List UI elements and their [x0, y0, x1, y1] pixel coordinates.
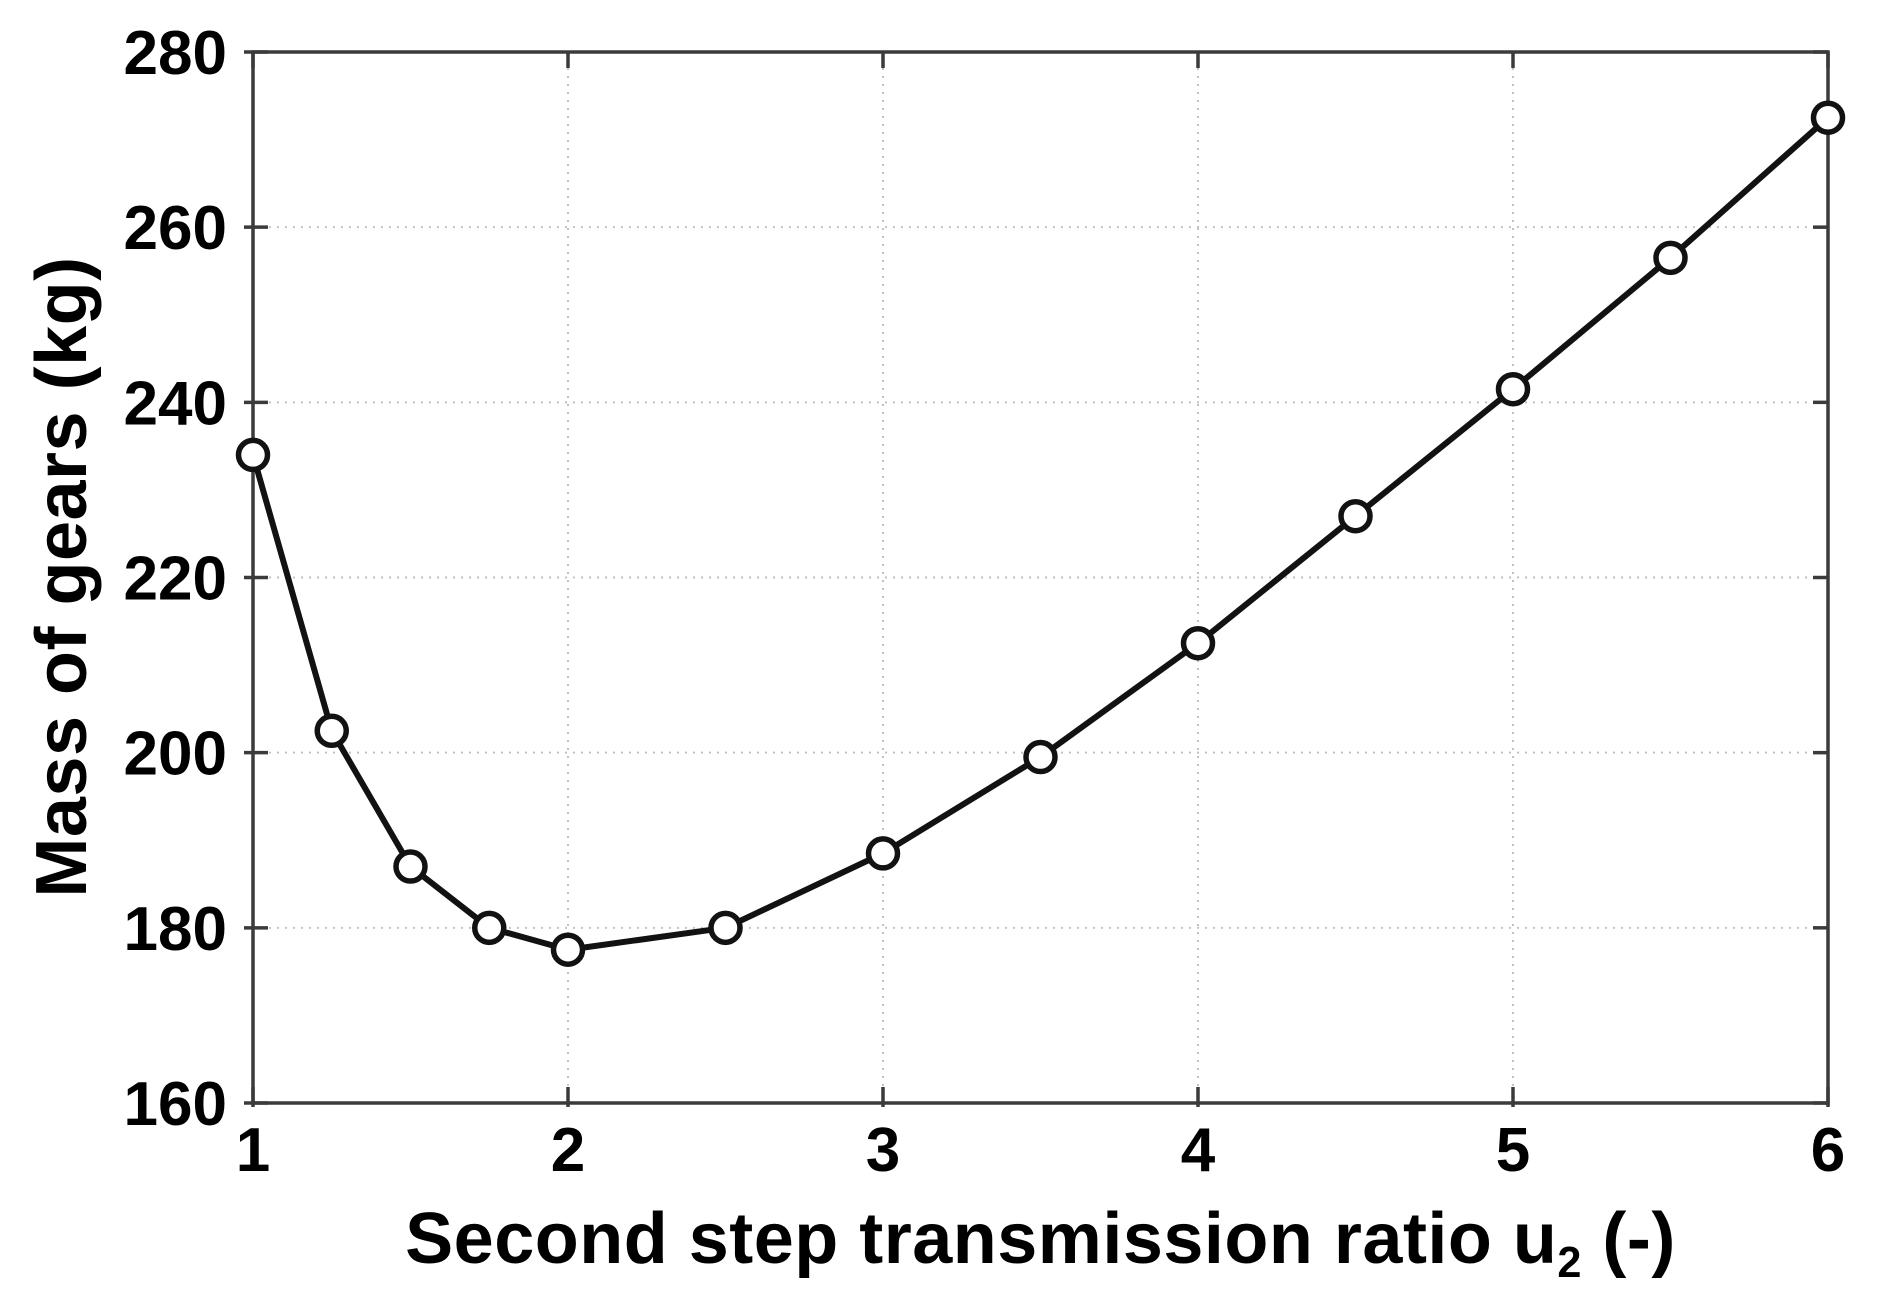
x-tick-label: 2 — [551, 1116, 585, 1185]
y-tick-label: 260 — [124, 194, 227, 263]
data-point-marker — [1023, 739, 1058, 775]
x-tick-label: 1 — [236, 1116, 270, 1185]
data-point-marker — [1653, 240, 1688, 276]
y-tick-label: 280 — [124, 19, 227, 88]
x-axis-title-subscript: 2 — [1557, 1239, 1582, 1288]
y-tick-label: 240 — [124, 369, 227, 438]
data-line — [250, 114, 1831, 953]
data-point-marker — [1495, 371, 1531, 407]
data-point-marker — [1810, 100, 1846, 135]
x-axis-title-suffix: (-) — [1581, 1199, 1676, 1279]
x-axis-title: Second step transmission ratio u2 (-) — [253, 1198, 1828, 1287]
data-point-marker — [393, 849, 428, 884]
data-point-marker — [1338, 498, 1373, 534]
data-point-marker — [865, 836, 901, 871]
x-tick-label: 6 — [1811, 1116, 1845, 1185]
y-tick-label: 160 — [124, 1070, 227, 1139]
data-point-marker — [472, 910, 507, 946]
x-tick-label: 4 — [1181, 1116, 1216, 1185]
data-point-marker — [235, 437, 271, 473]
x-axis-title-text: Second step transmission ratio u — [405, 1199, 1558, 1279]
y-axis-title: Mass of gears (kg) — [21, 256, 103, 897]
data-point-marker — [314, 713, 349, 749]
data-point-marker — [708, 910, 743, 946]
y-tick-label: 200 — [124, 720, 227, 789]
x-tick-label: 5 — [1496, 1116, 1530, 1185]
data-point-marker — [1180, 625, 1216, 661]
y-axis-title-text: Mass of gears (kg) — [22, 256, 102, 898]
y-tick-label: 180 — [124, 895, 227, 964]
data-point-marker — [550, 932, 586, 967]
x-tick-label: 3 — [866, 1116, 900, 1185]
y-tick-label: 220 — [124, 545, 227, 614]
plot-border — [251, 50, 1830, 1105]
